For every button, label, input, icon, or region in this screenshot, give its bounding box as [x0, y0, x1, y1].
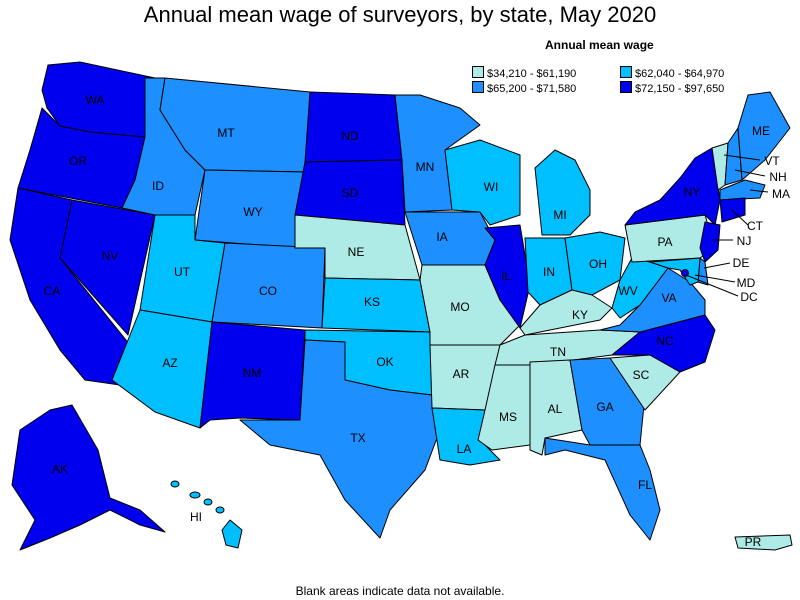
state-IL[interactable]: [484, 224, 531, 329]
legend-label-tier-4: $72,150 - $97,650: [635, 83, 725, 95]
label-fl: FL: [638, 478, 652, 492]
label-ak: AK: [52, 462, 68, 476]
state-KY[interactable]: [519, 289, 613, 336]
label-hi: HI: [190, 510, 202, 524]
label-mt: MT: [217, 126, 235, 140]
label-tn: TN: [550, 345, 566, 359]
label-wi: WI: [484, 180, 499, 194]
label-ca: CA: [44, 284, 61, 298]
state-DC[interactable]: [681, 269, 689, 277]
legend-label-tier-3: $65,200 - $71,580: [487, 83, 577, 95]
state-HI[interactable]: [170, 480, 243, 549]
leader-dc: [685, 274, 739, 297]
state-NY[interactable]: [624, 147, 721, 226]
label-nm: NM: [243, 366, 262, 380]
leader-ct: [731, 209, 749, 226]
legend-swatch-tier-2: [620, 66, 632, 78]
label-ny: NY: [684, 185, 701, 199]
state-MI[interactable]: [534, 149, 591, 236]
state-PR[interactable]: [734, 534, 793, 551]
label-va: VA: [661, 291, 676, 305]
state-NJ[interactable]: [699, 221, 721, 263]
legend-item-tier-4: $72,150 - $97,650: [620, 81, 724, 95]
label-ct: CT: [747, 219, 764, 233]
label-de: DE: [733, 256, 750, 270]
label-sc: SC: [633, 368, 650, 382]
label-ma: MA: [772, 187, 790, 201]
label-ky: KY: [572, 308, 588, 322]
legend-swatch-tier-1: [472, 66, 484, 78]
label-nh: NH: [769, 170, 786, 184]
footnote: Blank areas indicate data not available.: [295, 584, 505, 598]
leader-nh: [734, 169, 766, 177]
legend-item-tier-1: $34,210 - $61,190: [472, 66, 576, 80]
state-AK[interactable]: [11, 404, 166, 551]
label-id: ID: [152, 179, 164, 193]
state-TX[interactable]: [239, 339, 441, 539]
label-me: ME: [752, 124, 770, 138]
state-FL[interactable]: [544, 437, 661, 541]
label-oh: OH: [589, 257, 607, 271]
leader-de: [703, 262, 731, 269]
label-or: OR: [69, 154, 87, 168]
state-ME[interactable]: [737, 91, 791, 181]
legend-item-tier-2: $62,040 - $64,970: [620, 66, 724, 80]
label-wy: WY: [243, 205, 262, 219]
label-mo: MO: [450, 300, 469, 314]
label-la: LA: [457, 442, 472, 456]
label-pa: PA: [657, 235, 672, 249]
label-ga: GA: [596, 400, 613, 414]
label-dc: DC: [740, 290, 758, 304]
label-tx: TX: [350, 431, 365, 445]
state-MD[interactable]: [649, 257, 701, 286]
label-ut: UT: [174, 265, 191, 279]
label-ne: NE: [348, 245, 365, 259]
label-md: MD: [737, 276, 756, 290]
legend-item-tier-3: $65,200 - $71,580: [472, 81, 576, 95]
legend-label-tier-2: $62,040 - $64,970: [635, 68, 725, 80]
label-mn: MN: [416, 160, 435, 174]
legend-swatch-tier-4: [620, 81, 632, 93]
label-nj: NJ: [737, 234, 752, 248]
label-ks: KS: [364, 295, 380, 309]
label-in: IN: [543, 265, 555, 279]
label-pr: PR: [745, 535, 762, 549]
label-mi: MI: [553, 208, 566, 222]
state-NV[interactable]: [59, 199, 156, 336]
map-title: Annual mean wage of surveyors, by state,…: [143, 2, 657, 27]
leader-ma: [749, 189, 769, 193]
label-al: AL: [548, 402, 563, 416]
leader-vt: [723, 154, 761, 161]
label-ar: AR: [453, 367, 470, 381]
legend-swatch-tier-3: [472, 81, 484, 93]
label-nc: NC: [656, 334, 674, 348]
label-nv: NV: [102, 249, 119, 263]
label-vt: VT: [764, 154, 780, 168]
label-co: CO: [259, 284, 277, 298]
label-ms: MS: [499, 410, 517, 424]
label-ia: IA: [436, 230, 447, 244]
label-ok: OK: [376, 355, 393, 369]
legend-title: Annual mean wage: [545, 38, 654, 52]
state-WI[interactable]: [444, 139, 521, 226]
label-il: IL: [501, 269, 511, 283]
label-wv: WV: [618, 284, 637, 298]
label-wa: WA: [86, 93, 105, 107]
state-IA[interactable]: [404, 211, 496, 266]
label-nd: ND: [341, 129, 359, 143]
legend-label-tier-1: $34,210 - $61,190: [487, 68, 577, 80]
leader-md: [694, 274, 736, 283]
label-sd: SD: [342, 186, 359, 200]
state-ND[interactable]: [304, 91, 403, 163]
label-az: AZ: [162, 356, 177, 370]
